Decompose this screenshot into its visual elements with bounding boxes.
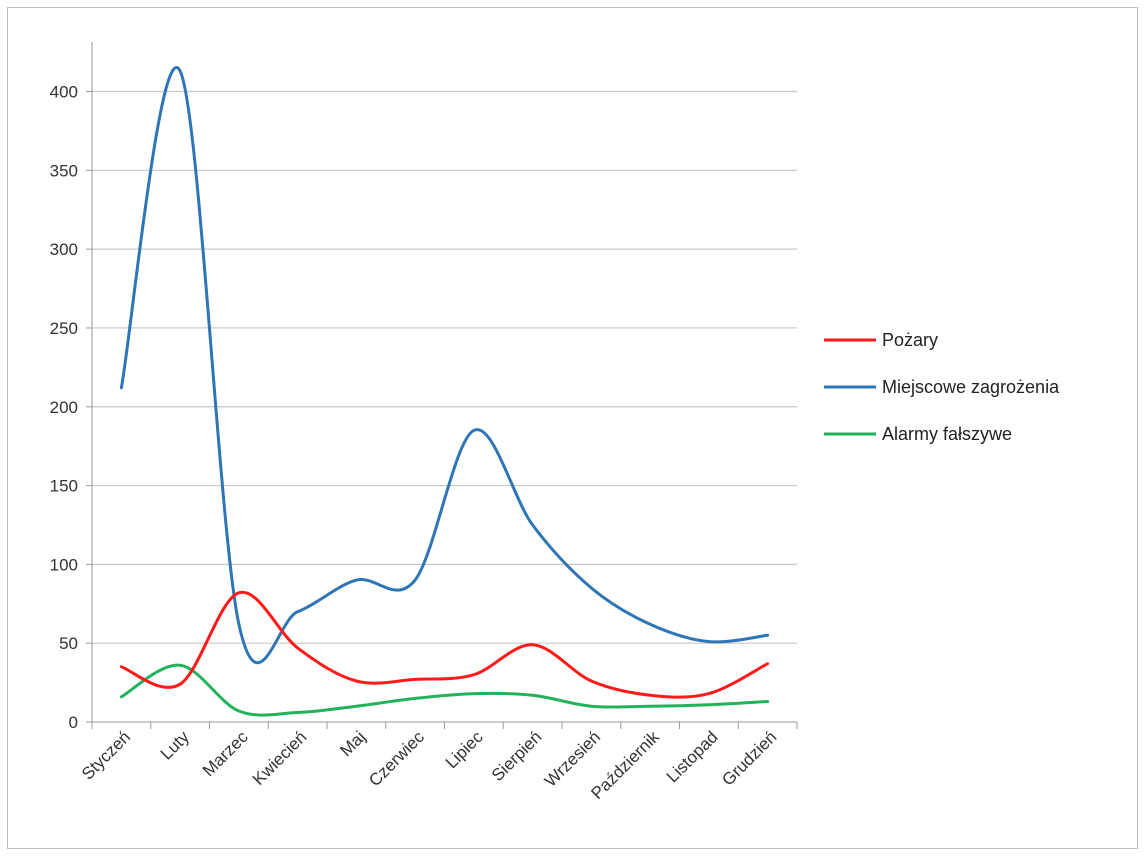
legend-entry: Alarmy fałszywe [824,424,1012,444]
y-tick-label: 150 [50,477,78,496]
axes [86,42,798,729]
series-lines [119,66,770,717]
series-line-miejscowe-zagrozenia [119,66,770,665]
legend-entry: Pożary [824,330,938,350]
x-tick-label: Maj [336,727,369,760]
legend-label: Pożary [882,330,938,350]
y-tick-label: 100 [50,555,78,574]
y-tick-label: 350 [50,161,78,180]
y-tick-label: 50 [59,634,78,653]
y-tick-label: 200 [50,398,78,417]
x-tick-label: Sierpień [488,727,546,785]
gridlines [92,90,797,644]
x-tick-label: Luty [157,727,194,764]
series-line-alarmy-falszywe [119,663,770,717]
legend-label: Alarmy fałszywe [882,424,1012,444]
x-tick-label: Grudzień [718,727,780,789]
x-tick-label: Czerwiec [365,727,428,790]
x-tick-label: Marzec [199,727,252,780]
x-tick-label: Listopad [663,727,722,786]
legend-label: Miejscowe zagrożenia [882,377,1060,397]
series-line-pozary [119,590,770,699]
x-tick-label: Kwiecień [249,727,311,789]
y-tick-label: 300 [50,240,78,259]
y-tick-label: 0 [69,713,78,732]
y-tick-labels: 0 50 100 150 200 250 300 350 400 [50,83,78,732]
legend-entry: Miejscowe zagrożenia [824,377,1060,397]
x-tick-label: Styczeń [78,727,134,783]
chart-frame [7,7,1138,849]
legend: Pożary Miejscowe zagrożenia Alarmy fałszyw… [824,330,1060,444]
y-tick-label: 400 [50,83,78,102]
x-tick-label: Lipiec [442,727,487,772]
y-tick-label: 250 [50,319,78,338]
